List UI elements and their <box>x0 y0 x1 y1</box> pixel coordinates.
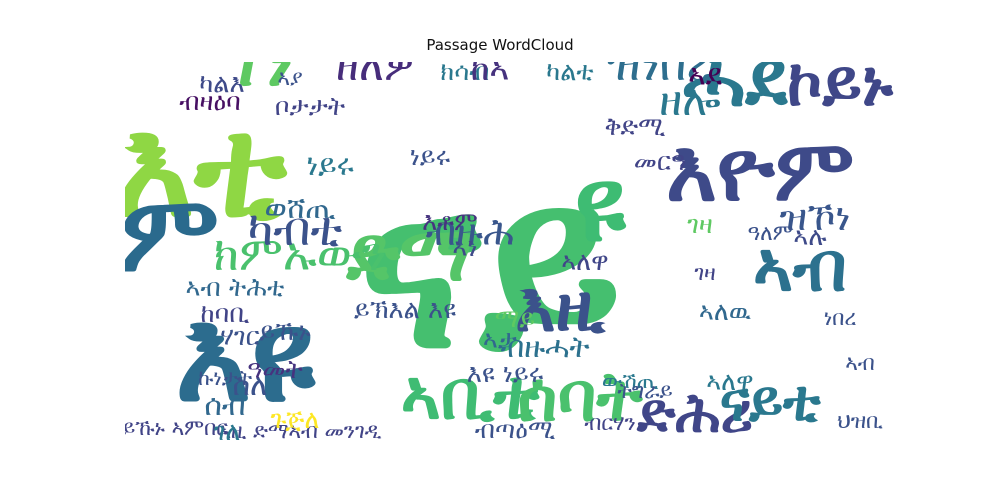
word-4: ከም <box>61 172 219 296</box>
word-70: ይኽእል እዩ <box>354 295 456 325</box>
word-64: ኣለዋ <box>706 367 754 397</box>
word-2: እቲ <box>114 89 288 248</box>
word-36: ክሳብ <box>440 57 489 87</box>
word-30: ወሸጢ <box>265 191 337 226</box>
word-15: ኣብ <box>753 228 847 307</box>
word-11: ድማ <box>345 210 473 299</box>
chart-title: Passage WordCloud <box>426 36 574 54</box>
word-12: ኣቢቲ <box>401 356 540 435</box>
word-67: ወይ ድማ <box>137 327 167 412</box>
word-79: ኣብ <box>845 351 874 376</box>
word-35: ግን <box>217 23 292 102</box>
word-80: ህዝቢ <box>837 409 883 434</box>
word-49: ነይሩ <box>410 142 451 172</box>
word-74: ጉጅለ <box>271 405 320 435</box>
word-28: ኣሉ <box>793 222 827 252</box>
word-83: ትግራይ <box>617 379 672 404</box>
word-65: ማይ <box>495 304 535 334</box>
word-27: ኣለዋ <box>561 247 609 277</box>
word-10: ኮይኑ <box>787 47 894 121</box>
word-75: ገለ <box>214 417 241 447</box>
word-73: መርዓ <box>634 147 686 177</box>
word-18: ክምኡውን <box>214 227 387 282</box>
word-23: ብዙሓት <box>500 330 589 365</box>
word-84: ብርሃን <box>584 411 635 436</box>
word-56: ኩነታት <box>198 366 252 391</box>
word-9: ሓደ <box>683 35 789 124</box>
word-22: ብዙሕ <box>426 210 515 255</box>
word-77: ነበረ <box>824 306 857 331</box>
word-55: ሃገር <box>220 322 260 352</box>
word-38: ብዛዕባ <box>179 87 241 117</box>
word-48: ነይሩ <box>306 148 353 183</box>
word-31: ዝኾነ <box>780 195 851 240</box>
word-45: ካልቲ <box>546 57 594 87</box>
word-50: እቶም <box>422 207 478 237</box>
word-58: ስለ <box>233 368 268 403</box>
word-17: ዘለዎ <box>336 41 414 91</box>
word-19: ካብቲ <box>248 202 343 257</box>
word-14: እዚ <box>515 268 606 347</box>
word-68: ይኹኑ ኣምበር <box>122 416 228 441</box>
word-76: ገዛ <box>687 210 713 240</box>
word-3: እዩ <box>175 282 316 431</box>
word-40: ኣያ <box>277 66 302 91</box>
word-78: ገዛ <box>694 261 715 286</box>
word-71: እዩ ነይሩ <box>467 359 544 389</box>
word-6: ዩ <box>574 146 626 265</box>
word-59: ዓመት <box>247 355 303 385</box>
word-63: ኣለዉ <box>699 297 752 327</box>
word-69: ኣዚ ድማኣብ መንገዲ <box>218 419 381 444</box>
word-25: ናይቲ <box>720 370 821 434</box>
word-72: ብጣዕሚ <box>475 415 556 445</box>
word-81: ዓለም <box>748 221 793 246</box>
word-51: ኣነ <box>452 233 477 263</box>
word-60: ይኹኑ <box>259 317 311 347</box>
word-24: ድሕሪ <box>636 382 753 446</box>
word-66: ኣታ <box>483 325 518 355</box>
word-8: እዮም <box>666 122 854 221</box>
word-53: ኣብ ትሕቲ <box>186 273 286 303</box>
word-82: ውሽጢ <box>602 369 659 394</box>
word-44: ከኣ <box>471 49 510 89</box>
word-16: ዝነበረ <box>607 37 712 92</box>
word-34: ዘሎ <box>659 76 721 126</box>
word-57: ሰብ <box>204 388 245 423</box>
word-47: ኣደ <box>688 58 722 93</box>
word-0: ናይ <box>358 133 621 400</box>
word-39: ካልእ <box>199 69 244 99</box>
word-37: ቦታታት <box>275 92 346 122</box>
word-13: ሰባት <box>517 358 643 437</box>
word-54: ከባቢ <box>201 299 251 329</box>
word-42: ቅድሚ <box>605 112 667 142</box>
